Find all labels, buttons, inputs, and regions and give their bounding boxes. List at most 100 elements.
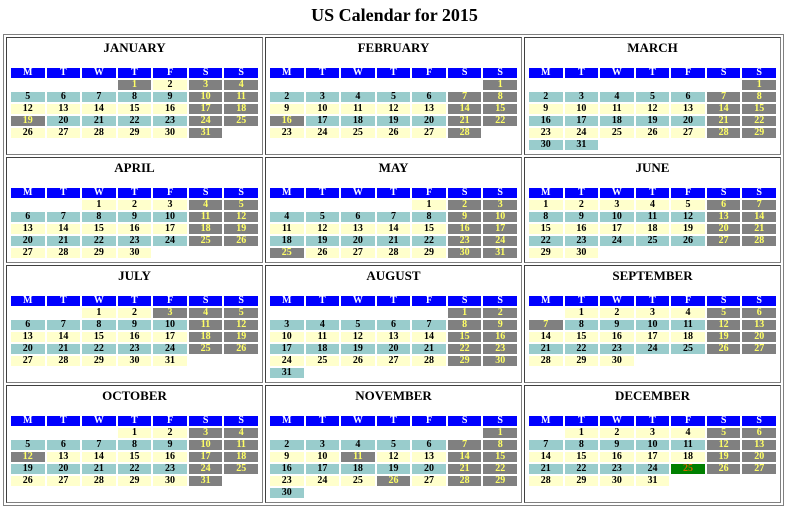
weekday-header: T	[117, 188, 152, 198]
day-cell: 23	[564, 236, 599, 246]
day-cell-weekend: 7	[447, 92, 482, 102]
day-cell: 23	[117, 236, 152, 246]
day-cell: 22	[564, 464, 599, 474]
month-name: DECEMBER	[614, 388, 691, 403]
day-cell: 28	[46, 356, 81, 366]
day-cell-holiday: 12	[11, 452, 45, 462]
day-cell: 1	[564, 428, 599, 438]
weekday-header: W	[82, 188, 116, 198]
day-cell-weekend: 18	[188, 332, 223, 342]
day-cell-weekend: 16	[483, 332, 517, 342]
day-cell-weekend: 10	[188, 92, 223, 102]
day-cell: 20	[11, 236, 45, 246]
day-cell: 31	[270, 368, 304, 378]
week-row: 30	[270, 488, 517, 498]
day-cell: 11	[341, 104, 375, 114]
month-table: M T W T F S S 1 2 3 4 5 6 7 8 9 10 11 12 13 14 15 16 17 18 19 20 21…	[527, 414, 778, 488]
day-cell: 27	[11, 356, 45, 366]
week-row: 12 13 14 15 16 17 18	[11, 452, 258, 462]
day-cell: 11	[600, 104, 634, 114]
empty-cell	[224, 476, 258, 486]
day-cell: 22	[117, 116, 152, 126]
empty-cell	[600, 248, 634, 258]
weekday-header: T	[376, 416, 411, 426]
day-cell: 26	[671, 236, 705, 246]
day-cell-weekend: 24	[483, 236, 517, 246]
day-cell: 14	[82, 452, 116, 462]
day-cell: 11	[635, 212, 670, 222]
weekday-header: W	[82, 296, 116, 306]
day-cell: 14	[46, 332, 81, 342]
day-cell: 13	[412, 452, 446, 462]
weekday-header: T	[564, 416, 599, 426]
day-cell: 1	[564, 308, 599, 318]
day-cell-weekend: 22	[447, 344, 482, 354]
weekday-header: T	[635, 68, 670, 78]
day-cell: 2	[117, 308, 152, 318]
day-cell-weekend: 25	[188, 344, 223, 354]
empty-cell	[600, 140, 634, 150]
day-cell: 20	[412, 116, 446, 126]
day-cell: 2	[600, 308, 634, 318]
day-cell-weekend: 27	[742, 464, 776, 474]
day-cell-holiday: 16	[270, 116, 304, 126]
day-cell: 6	[46, 440, 81, 450]
day-cell: 30	[153, 128, 187, 138]
month-january: JANUARY M T W T F S S 1 2 3 4 5 6 7 8 9 10 11 12 13 14 15 16 17 1…	[6, 37, 263, 155]
day-cell: 7	[376, 212, 411, 222]
month-may: MAY M T W T F S S 1 2 3 4 5 6 7 8 9 10 11 12 13 14 15 16 17 18 19 2…	[265, 157, 522, 263]
day-cell: 18	[305, 344, 340, 354]
day-cell: 17	[153, 332, 187, 342]
month-name: SEPTEMBER	[612, 268, 693, 283]
day-cell: 29	[564, 356, 599, 366]
day-cell-weekend: 14	[447, 452, 482, 462]
week-row: 19 20 21 22 23 24 25	[11, 116, 258, 126]
day-cell: 30	[564, 248, 599, 258]
week-row: 1	[529, 80, 776, 90]
day-cell: 25	[341, 128, 375, 138]
empty-cell	[305, 428, 340, 438]
weekday-header: M	[270, 68, 304, 78]
empty-cell	[600, 80, 634, 90]
empty-cell	[224, 356, 258, 366]
day-cell-weekend: 8	[483, 440, 517, 450]
day-cell: 16	[153, 452, 187, 462]
weekday-header: S	[447, 188, 482, 198]
day-cell-weekend: 18	[224, 104, 258, 114]
day-cell: 24	[564, 128, 599, 138]
day-cell: 21	[376, 236, 411, 246]
day-cell: 28	[529, 356, 563, 366]
empty-cell	[483, 128, 517, 138]
day-cell-weekend: 8	[483, 92, 517, 102]
week-row: 1	[270, 80, 517, 90]
week-row: 30 31	[529, 140, 776, 150]
weekday-header: W	[600, 296, 634, 306]
weekday-header: F	[671, 68, 705, 78]
weekday-header: T	[635, 188, 670, 198]
weekday-header: W	[341, 188, 375, 198]
week-row: 16 17 18 19 20 21 22	[529, 116, 776, 126]
day-cell: 28	[46, 248, 81, 258]
weekday-header: S	[483, 68, 517, 78]
weekday-header: T	[564, 296, 599, 306]
day-cell: 4	[270, 212, 304, 222]
day-cell: 26	[11, 128, 45, 138]
day-cell-weekend: 30	[483, 356, 517, 366]
day-cell: 15	[529, 224, 563, 234]
day-cell-weekend: 7	[742, 200, 776, 210]
day-cell: 26	[635, 128, 670, 138]
day-cell-weekend: 5	[706, 428, 741, 438]
day-cell: 12	[376, 452, 411, 462]
day-cell: 28	[529, 476, 563, 486]
day-cell-weekend: 5	[224, 200, 258, 210]
day-cell-weekend: 21	[447, 116, 482, 126]
spacer	[9, 57, 260, 66]
day-cell: 3	[635, 308, 670, 318]
spacer	[527, 57, 778, 66]
day-cell-weekend: 4	[224, 80, 258, 90]
day-cell: 9	[529, 104, 563, 114]
day-cell: 23	[270, 128, 304, 138]
